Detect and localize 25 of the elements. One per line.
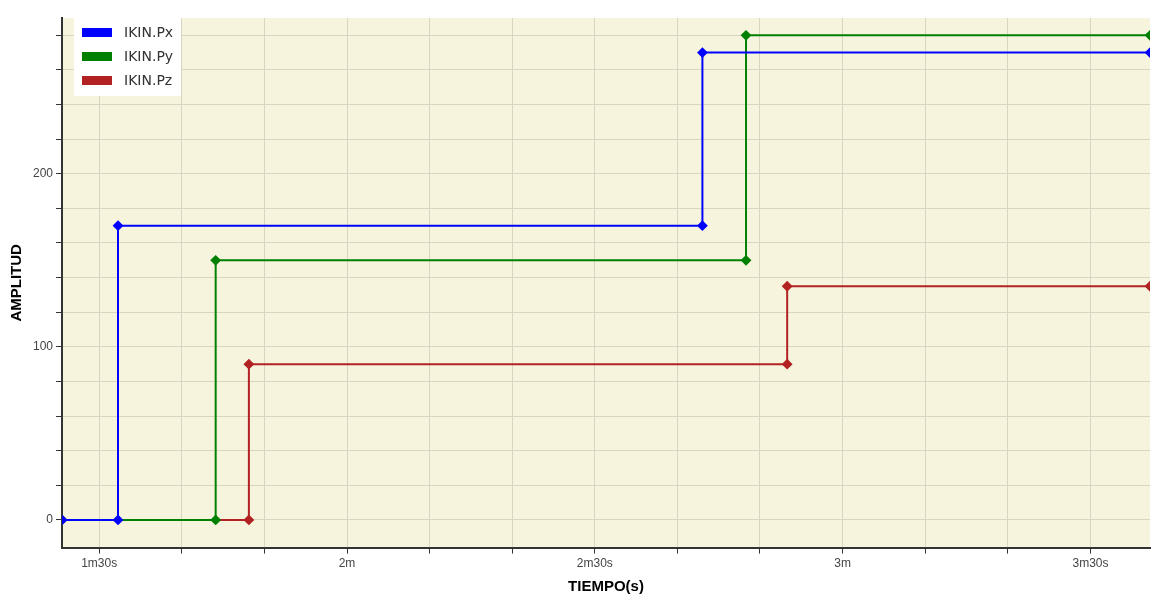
point: [782, 281, 793, 292]
x-axis-title: TIEMPO(s): [568, 577, 644, 595]
x-tick-label: 2m30s: [576, 556, 613, 571]
legend-label: IKIN.Py: [124, 48, 174, 64]
y-axis-title: AMPLITUD: [7, 243, 25, 322]
y-tick-label: 100: [32, 339, 54, 354]
point: [113, 220, 124, 231]
point: [210, 514, 221, 525]
legend-label: IKIN.Px: [124, 24, 174, 40]
x-tick-label: 3m: [834, 556, 852, 571]
legend-label: IKIN.Pz: [124, 72, 173, 88]
y-tick-label: 0: [46, 512, 54, 527]
x-tick-label: 1m30s: [81, 556, 118, 571]
point: [697, 220, 708, 231]
point: [782, 359, 793, 370]
point: [243, 359, 254, 370]
point: [113, 514, 124, 525]
x-tick-label: 3m30s: [1072, 556, 1109, 571]
point: [697, 47, 708, 58]
point: [741, 30, 752, 41]
point: [741, 255, 752, 266]
y-tick-label: 200: [32, 166, 54, 181]
point: [243, 514, 254, 525]
point: [210, 255, 221, 266]
x-tick-label: 2m: [338, 556, 356, 571]
